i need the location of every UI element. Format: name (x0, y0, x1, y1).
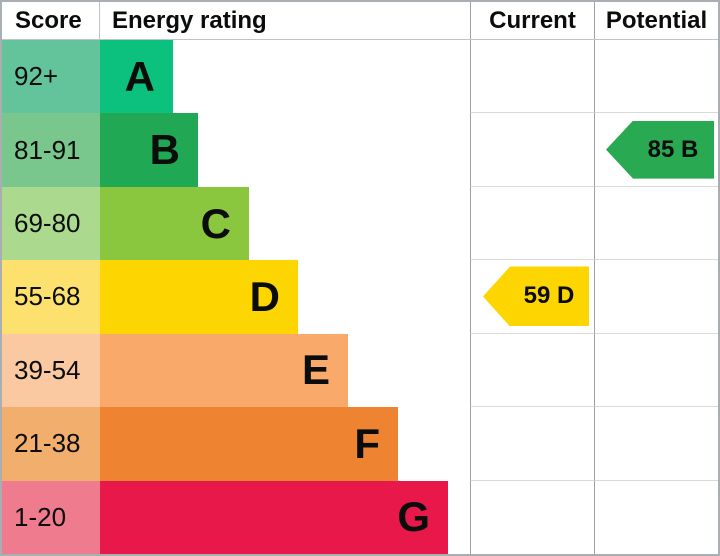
potential-cell-c (594, 186, 718, 261)
band-row-a: 92+ A (2, 40, 718, 114)
rating-bar-f: F (100, 407, 398, 481)
score-cell-a: 92+ (2, 40, 100, 114)
current-rating-value: 59 D (523, 282, 575, 310)
header-energy-rating-label: Energy rating (112, 6, 267, 34)
potential-cell-b: 85 B (594, 113, 718, 187)
rating-bar-a: A (100, 40, 173, 114)
header-score-label: Score (2, 2, 100, 39)
rating-bar-e: E (100, 333, 348, 408)
energy-cell-a: A (100, 40, 470, 114)
energy-cell-d: D (100, 260, 470, 334)
potential-rating-arrow: 85 B (606, 120, 714, 179)
band-rows: 92+ A 81-91 B 85 B 69-80 C (2, 40, 718, 554)
score-cell-g: 1-20 (2, 480, 100, 554)
band-row-c: 69-80 C (2, 186, 718, 261)
current-cell-e (470, 333, 594, 408)
score-cell-d: 55-68 (2, 260, 100, 334)
rating-bar-c: C (100, 186, 249, 261)
header-row: Score Energy rating Current Potential (2, 2, 718, 40)
header-potential-label: Potential (594, 2, 718, 39)
score-cell-b: 81-91 (2, 113, 100, 187)
energy-cell-c: C (100, 186, 470, 261)
band-row-f: 21-38 F (2, 407, 718, 481)
energy-cell-b: B (100, 113, 470, 187)
band-row-g: 1-20 G (2, 480, 718, 554)
score-cell-e: 39-54 (2, 333, 100, 408)
current-cell-g (470, 480, 594, 554)
score-cell-f: 21-38 (2, 407, 100, 481)
current-cell-c (470, 186, 594, 261)
potential-cell-e (594, 333, 718, 408)
rating-bar-d: D (100, 260, 298, 334)
rating-bar-b: B (100, 113, 198, 187)
potential-cell-f (594, 407, 718, 481)
energy-cell-g: G (100, 480, 470, 554)
score-cell-c: 69-80 (2, 186, 100, 261)
potential-cell-d (594, 260, 718, 334)
band-row-b: 81-91 B 85 B (2, 113, 718, 187)
energy-cell-f: F (100, 407, 470, 481)
band-row-e: 39-54 E (2, 333, 718, 408)
current-rating-arrow: 59 D (483, 266, 589, 327)
potential-cell-a (594, 40, 718, 114)
current-cell-b (470, 113, 594, 187)
current-cell-d: 59 D (470, 260, 594, 334)
band-row-d: 55-68 D 59 D (2, 260, 718, 334)
rating-bar-g: G (100, 480, 448, 554)
potential-rating-value: 85 B (647, 135, 699, 163)
current-cell-f (470, 407, 594, 481)
header-current-label: Current (470, 2, 594, 39)
potential-cell-g (594, 480, 718, 554)
energy-cell-e: E (100, 333, 470, 408)
current-cell-a (470, 40, 594, 114)
